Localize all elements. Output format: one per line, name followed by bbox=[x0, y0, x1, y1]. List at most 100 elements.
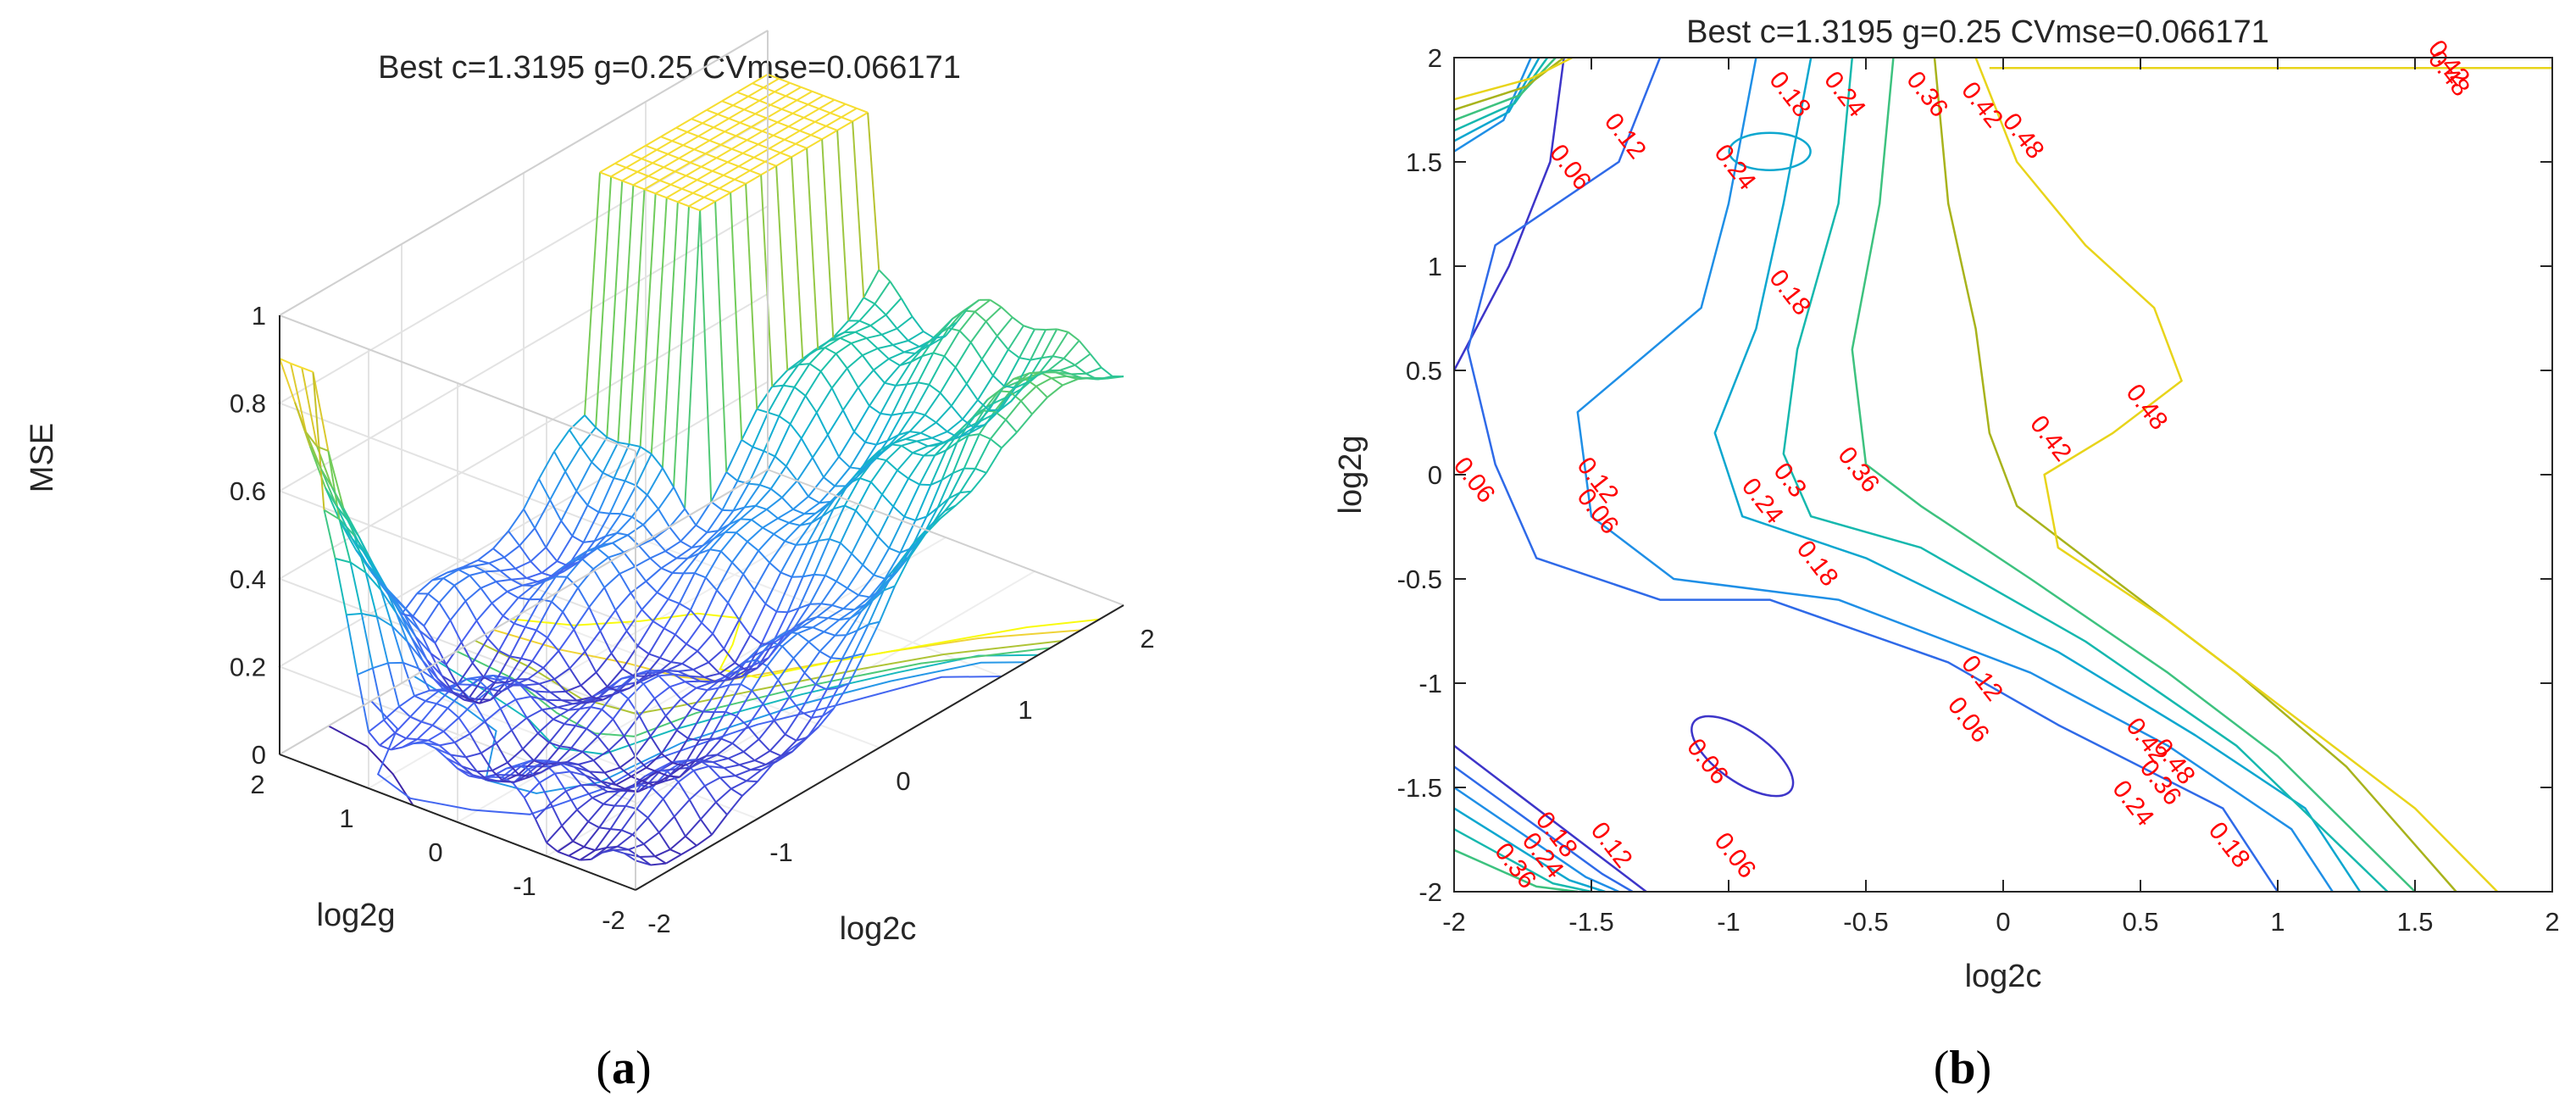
surface-mesh-segment bbox=[681, 650, 698, 665]
surface-mesh-segment bbox=[646, 766, 658, 773]
surface-mesh-segment bbox=[821, 139, 835, 338]
surface-mesh-segment bbox=[703, 676, 716, 683]
surface-mesh-segment bbox=[760, 175, 774, 387]
surface-mesh-segment bbox=[777, 657, 795, 681]
surface-mesh-segment bbox=[996, 335, 1009, 351]
surface-mesh-segment bbox=[401, 592, 418, 615]
surface-mesh-segment bbox=[736, 690, 753, 717]
surface-mesh-segment bbox=[836, 120, 853, 131]
surface-mesh-segment bbox=[749, 634, 763, 645]
surface-mesh-segment bbox=[445, 664, 458, 686]
surface-mesh-segment bbox=[533, 742, 550, 762]
surface-mesh-segment bbox=[574, 765, 586, 776]
surface-mesh-segment bbox=[776, 610, 788, 614]
contour-line bbox=[1782, 57, 2389, 893]
surface-mesh-segment bbox=[685, 681, 697, 689]
surface-mesh-segment bbox=[791, 157, 804, 359]
surface-mesh-segment bbox=[763, 86, 775, 93]
surface-mesh-segment bbox=[682, 144, 695, 151]
surface-mesh-segment bbox=[799, 512, 816, 526]
surface-mesh-segment bbox=[641, 148, 658, 160]
surface-mesh-segment bbox=[591, 461, 604, 474]
surface-mesh-segment bbox=[320, 469, 338, 507]
surface-mesh-segment bbox=[534, 499, 552, 529]
surface-mesh-segment bbox=[591, 791, 608, 799]
surface-mesh-segment bbox=[629, 443, 641, 448]
surface-axes bbox=[279, 30, 1124, 891]
surface-mesh-segment bbox=[792, 508, 805, 515]
surface-mesh-segment bbox=[589, 770, 605, 774]
surface-mesh-segment bbox=[802, 540, 819, 577]
surface-mesh-segment bbox=[719, 775, 736, 779]
surface-mesh-segment bbox=[1003, 357, 1020, 387]
surface-mesh-segment bbox=[771, 370, 788, 387]
surface-mesh-segment bbox=[919, 483, 931, 487]
surface-mesh-segment bbox=[530, 560, 543, 574]
surface-mesh-segment bbox=[841, 116, 853, 123]
surface-mesh-segment bbox=[793, 363, 811, 388]
contour-label: 0.36 bbox=[1832, 442, 1885, 498]
contour-y-tick-label: 0 bbox=[1428, 460, 1442, 490]
surface-mesh-segment bbox=[804, 370, 822, 397]
surface-mesh-segment bbox=[880, 334, 894, 346]
surface-mesh-segment bbox=[692, 183, 709, 194]
surface-mesh-segment bbox=[856, 107, 869, 114]
surface-mesh-segment bbox=[667, 669, 679, 673]
surface-mesh-segment bbox=[643, 179, 661, 191]
surface-mesh-segment bbox=[930, 479, 942, 486]
surface-mesh-segment bbox=[580, 685, 593, 698]
surface-mesh-segment bbox=[449, 600, 467, 621]
surface-mesh-segment bbox=[565, 684, 581, 693]
surface-mesh-segment bbox=[985, 320, 998, 337]
surface-mesh-segment bbox=[639, 855, 655, 858]
surface-mesh-segment bbox=[1085, 372, 1098, 381]
surface-mesh-segment bbox=[728, 108, 745, 120]
surface-mesh-segment bbox=[526, 577, 538, 583]
surface-mesh-segment bbox=[824, 542, 841, 576]
surface-mesh-segment bbox=[959, 468, 976, 493]
surface-mesh-segment bbox=[720, 531, 737, 553]
surface-mesh-segment bbox=[655, 669, 668, 676]
surface-mesh-segment bbox=[1074, 353, 1091, 366]
surface-mesh-segment bbox=[760, 611, 778, 645]
surface-mesh-segment bbox=[847, 587, 859, 597]
surface-mesh-segment bbox=[881, 493, 894, 508]
surface-mesh-segment bbox=[786, 576, 804, 613]
surface-mesh-segment bbox=[569, 429, 581, 448]
surface-mesh-segment bbox=[707, 530, 719, 534]
surface-mesh-segment bbox=[538, 782, 552, 804]
surface-mesh-segment bbox=[784, 138, 797, 145]
surface-mesh-segment bbox=[724, 683, 742, 713]
surface-mesh-segment bbox=[993, 391, 1011, 412]
surface-mesh-segment bbox=[767, 73, 780, 80]
surface-mesh-segment bbox=[606, 436, 619, 443]
surface-mesh-segment bbox=[453, 585, 467, 602]
surface-mesh-segment bbox=[673, 815, 686, 837]
surface-mesh-segment bbox=[673, 206, 690, 487]
surface-mesh-segment bbox=[784, 710, 802, 735]
surface-mesh-segment bbox=[661, 753, 674, 764]
surface-mesh-segment bbox=[614, 162, 627, 169]
surface-x-tick-label: -1 bbox=[769, 837, 793, 867]
surface-mesh-segment bbox=[808, 363, 822, 372]
surface-y-tick-label: -2 bbox=[602, 905, 625, 935]
surface-mesh-segment bbox=[643, 843, 656, 857]
surface-mesh-segment bbox=[527, 667, 544, 680]
surface-mesh-segment bbox=[605, 531, 618, 537]
surface-mesh-segment bbox=[530, 695, 547, 701]
surface-mesh-segment bbox=[746, 780, 758, 783]
surface-mesh-segment bbox=[736, 519, 752, 533]
surface-mesh-segment bbox=[677, 670, 690, 677]
surface-mesh-segment bbox=[752, 73, 769, 85]
surface-mesh-segment bbox=[683, 759, 696, 767]
surface-mesh-segment bbox=[1030, 357, 1042, 361]
surface-mesh-segment bbox=[963, 433, 980, 470]
surface-mesh-segment bbox=[777, 517, 790, 524]
surface-mesh-segment bbox=[862, 564, 874, 576]
surface-mesh-segment bbox=[560, 520, 574, 537]
surface-mesh-segment bbox=[398, 705, 411, 718]
surface-mesh-segment bbox=[806, 138, 823, 149]
surface-y-tick-label: 2 bbox=[250, 770, 264, 799]
surface-mesh-segment bbox=[325, 487, 337, 507]
surface-mesh-segment bbox=[597, 547, 609, 559]
